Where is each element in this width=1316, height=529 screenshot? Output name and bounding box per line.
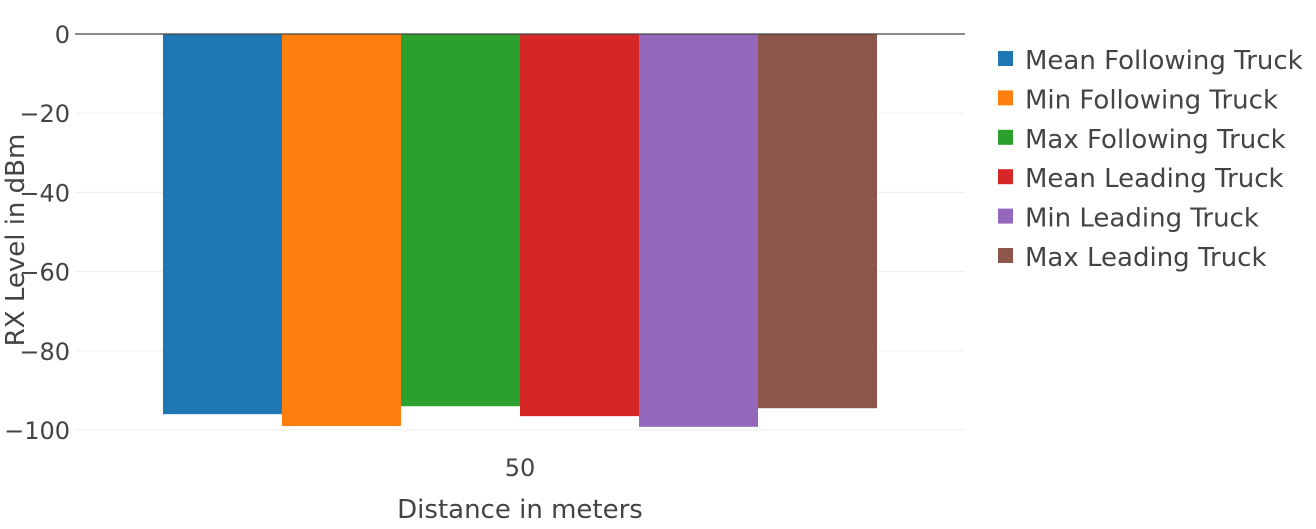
- legend-label: Max Following Truck: [1025, 125, 1286, 155]
- legend-item[interactable]: Mean Following Truck: [998, 46, 1303, 76]
- y-tick-label: −20: [19, 100, 70, 128]
- y-axis-title: RX Level in dBm: [1, 134, 31, 347]
- legend-swatch: [998, 129, 1013, 145]
- bar-mean-following-truck[interactable]: [163, 34, 282, 415]
- y-tick-label: −100: [4, 417, 70, 445]
- y-tick-label: −60: [19, 259, 70, 287]
- legend-item[interactable]: Max Following Truck: [998, 125, 1286, 155]
- legend-swatch: [998, 208, 1013, 224]
- bar-max-leading-truck[interactable]: [758, 34, 877, 409]
- legend-item[interactable]: Min Leading Truck: [998, 204, 1259, 234]
- legend-item[interactable]: Max Leading Truck: [998, 243, 1267, 273]
- bar-max-following-truck[interactable]: [401, 34, 520, 407]
- y-tick-label: −80: [19, 338, 70, 366]
- x-axis-title: Distance in meters: [397, 495, 643, 525]
- legend-swatch: [998, 90, 1013, 106]
- bar-mean-leading-truck[interactable]: [520, 34, 639, 417]
- legend[interactable]: Mean Following Truck Min Following Truck M…: [998, 46, 1303, 273]
- bar-min-leading-truck[interactable]: [639, 34, 758, 427]
- legend-label: Min Following Truck: [1025, 85, 1278, 115]
- legend-label: Min Leading Truck: [1025, 204, 1259, 234]
- legend-item[interactable]: Min Following Truck: [998, 85, 1278, 115]
- y-tick-labels: 0 −20 −40 −60 −80 −100: [4, 21, 70, 445]
- legend-item[interactable]: Mean Leading Truck: [998, 164, 1284, 194]
- legend-swatch: [998, 248, 1013, 263]
- legend-swatch: [998, 51, 1013, 66]
- legend-label: Mean Following Truck: [1025, 46, 1303, 76]
- bars: [163, 34, 877, 427]
- legend-swatch: [998, 169, 1013, 185]
- x-tick-label: 50: [505, 454, 536, 482]
- y-tick-label: 0: [55, 21, 70, 49]
- legend-label: Mean Leading Truck: [1025, 164, 1284, 194]
- legend-label: Max Leading Truck: [1025, 243, 1267, 273]
- y-tick-label: −40: [19, 179, 70, 207]
- x-tick-labels: 50: [505, 454, 536, 482]
- bar-min-following-truck[interactable]: [282, 34, 401, 427]
